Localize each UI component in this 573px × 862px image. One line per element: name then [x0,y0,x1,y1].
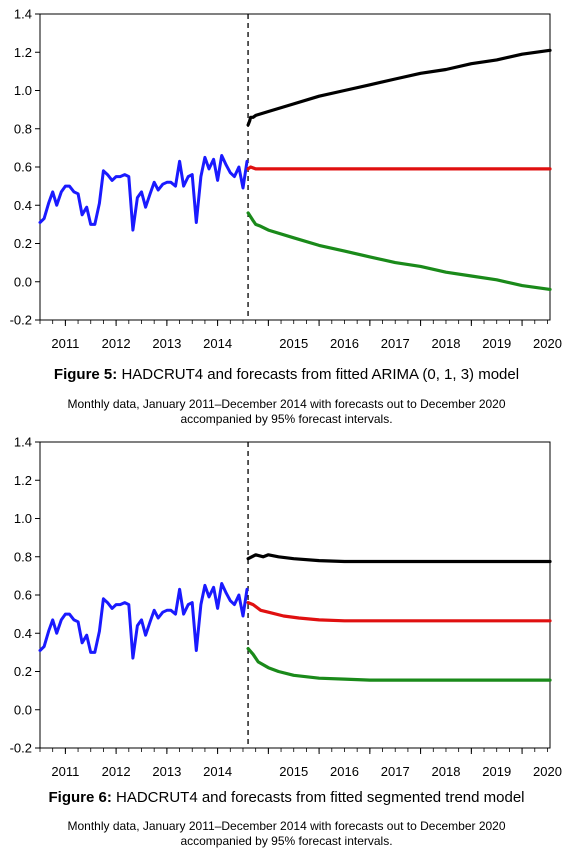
y-tick-label: 1.0 [14,511,32,526]
plot-frame [39,13,551,321]
y-tick-label: 0.0 [14,274,32,289]
figure-6-subtitle-line: Monthly data, January 2011–December 2014… [67,819,506,833]
x-tick-label: 2018 [432,336,461,351]
y-tick-label: 1.4 [14,435,32,450]
x-tick-label: 2014 [203,764,232,779]
figure-5-subtitle-line: Monthly data, January 2011–December 2014… [67,397,506,411]
x-tick-label: 2011 [51,336,79,351]
figure-5-caption-body: Monthly data, January 2011–December 2014… [0,397,573,427]
y-tick-label: 0.6 [14,160,32,175]
y-tick-label: 0.4 [14,198,32,213]
figure-5-title: HADCRUT4 and forecasts from fitted ARIMA… [121,366,520,383]
figure-6-title: HADCRUT4 and forecasts from fitted segme… [116,789,525,806]
figure-5-label: Figure 5: [53,366,118,383]
y-tick-label: 0.2 [14,664,32,679]
chart-figure-5: -0.2 0.0 0.2 0.4 0.6 0.8 1.0 1.2 1.4 2011 2012 2013… [10,7,562,352]
observed-series-line [38,154,249,232]
observed-series-line [38,582,249,660]
figure-6-label: Figure 6: [48,789,112,806]
lower-interval-line [246,211,552,291]
figure-6-caption-title: Figure 6: HADCRUT4 and forecasts from fi… [0,789,573,806]
y-tick-label: 1.4 [14,7,32,22]
x-tick-label: 2016 [330,764,359,779]
x-tick-label: 2013 [152,764,181,779]
lower-interval-line [246,647,552,682]
plot-frame [39,441,551,749]
figure-5-caption-title: Figure 5: HADCRUT4 and forecasts from fi… [0,366,573,383]
figure-5-subtitle-line: accompanied by 95% forecast intervals. [180,412,393,426]
x-tick-label: 2015 [279,336,308,351]
y-tick-label: -0.2 [10,313,32,328]
x-tick-label: 2011 [51,764,79,779]
x-tick-label: 2020 [533,764,562,779]
x-tick-label: 2020 [533,336,562,351]
y-tick-label: 1.2 [14,45,32,60]
y-tick-label: -0.2 [10,741,32,756]
y-tick-label: 0.8 [14,549,32,564]
y-tick-label: 0.0 [14,702,32,717]
x-tick-label: 2018 [432,764,461,779]
x-tick-label: 2019 [482,764,511,779]
y-tick-label: 0.4 [14,626,32,641]
upper-interval-line [246,553,552,564]
y-tick-label: 0.6 [14,588,32,603]
x-tick-label: 2013 [152,336,181,351]
x-tick-label: 2012 [102,764,131,779]
figure-6-caption-body: Monthly data, January 2011–December 2014… [0,819,573,849]
figure-6-subtitle-line: accompanied by 95% forecast intervals. [180,834,393,848]
x-tick-label: 2014 [203,336,232,351]
x-tick-label: 2012 [102,336,131,351]
y-tick-label: 0.2 [14,236,32,251]
y-tick-label: 0.8 [14,121,32,136]
x-tick-label: 2015 [279,764,308,779]
point-forecast-line [246,165,552,171]
x-tick-label: 2017 [381,764,410,779]
x-tick-label: 2016 [330,336,359,351]
chart-figure-6: -0.2 0.0 0.2 0.4 0.6 0.8 1.0 1.2 1.4 2011 2012 2013… [10,435,562,780]
upper-interval-line [246,48,552,127]
x-tick-label: 2019 [482,336,511,351]
x-tick-label: 2017 [381,336,410,351]
y-tick-label: 1.2 [14,473,32,488]
point-forecast-line [246,601,552,623]
y-tick-label: 1.0 [14,83,32,98]
